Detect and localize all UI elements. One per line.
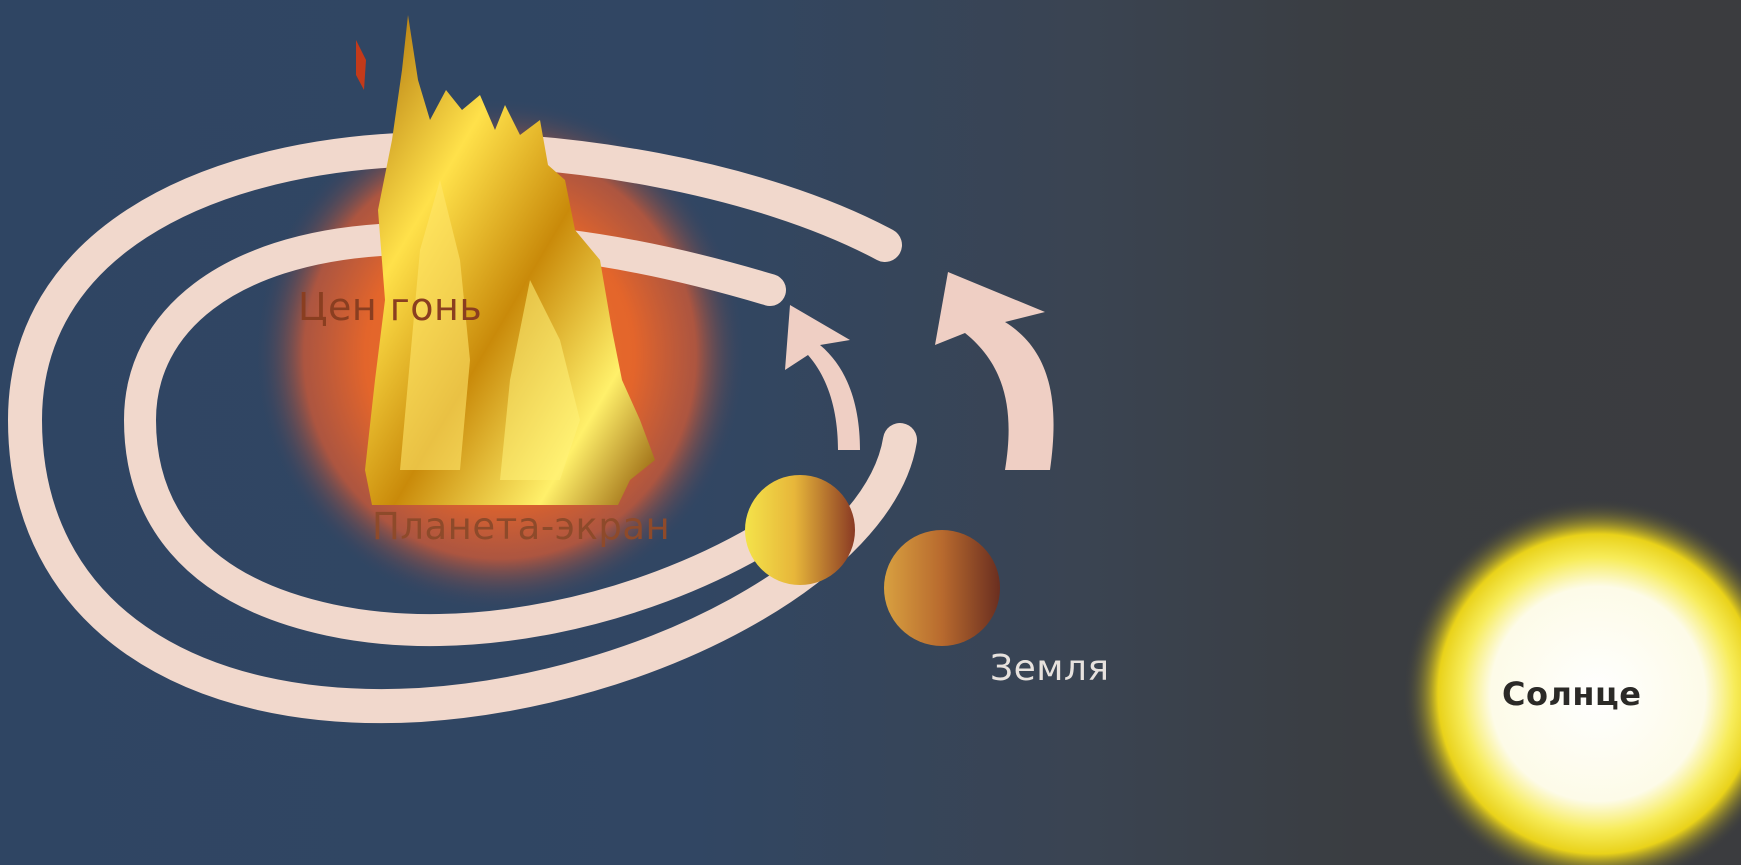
fire-icon — [356, 15, 655, 505]
sun-label: Солнце — [1502, 675, 1642, 713]
earth-label: Земля — [990, 648, 1110, 689]
earth-planet-icon — [884, 530, 1000, 646]
orbit-arrow-icon — [785, 272, 1054, 470]
central-fire-label: Цен гонь — [298, 285, 483, 329]
counter-earth-planet-icon — [745, 475, 855, 585]
counter-earth-label: Планета-экран — [372, 505, 671, 548]
sun-icon — [1403, 499, 1741, 865]
